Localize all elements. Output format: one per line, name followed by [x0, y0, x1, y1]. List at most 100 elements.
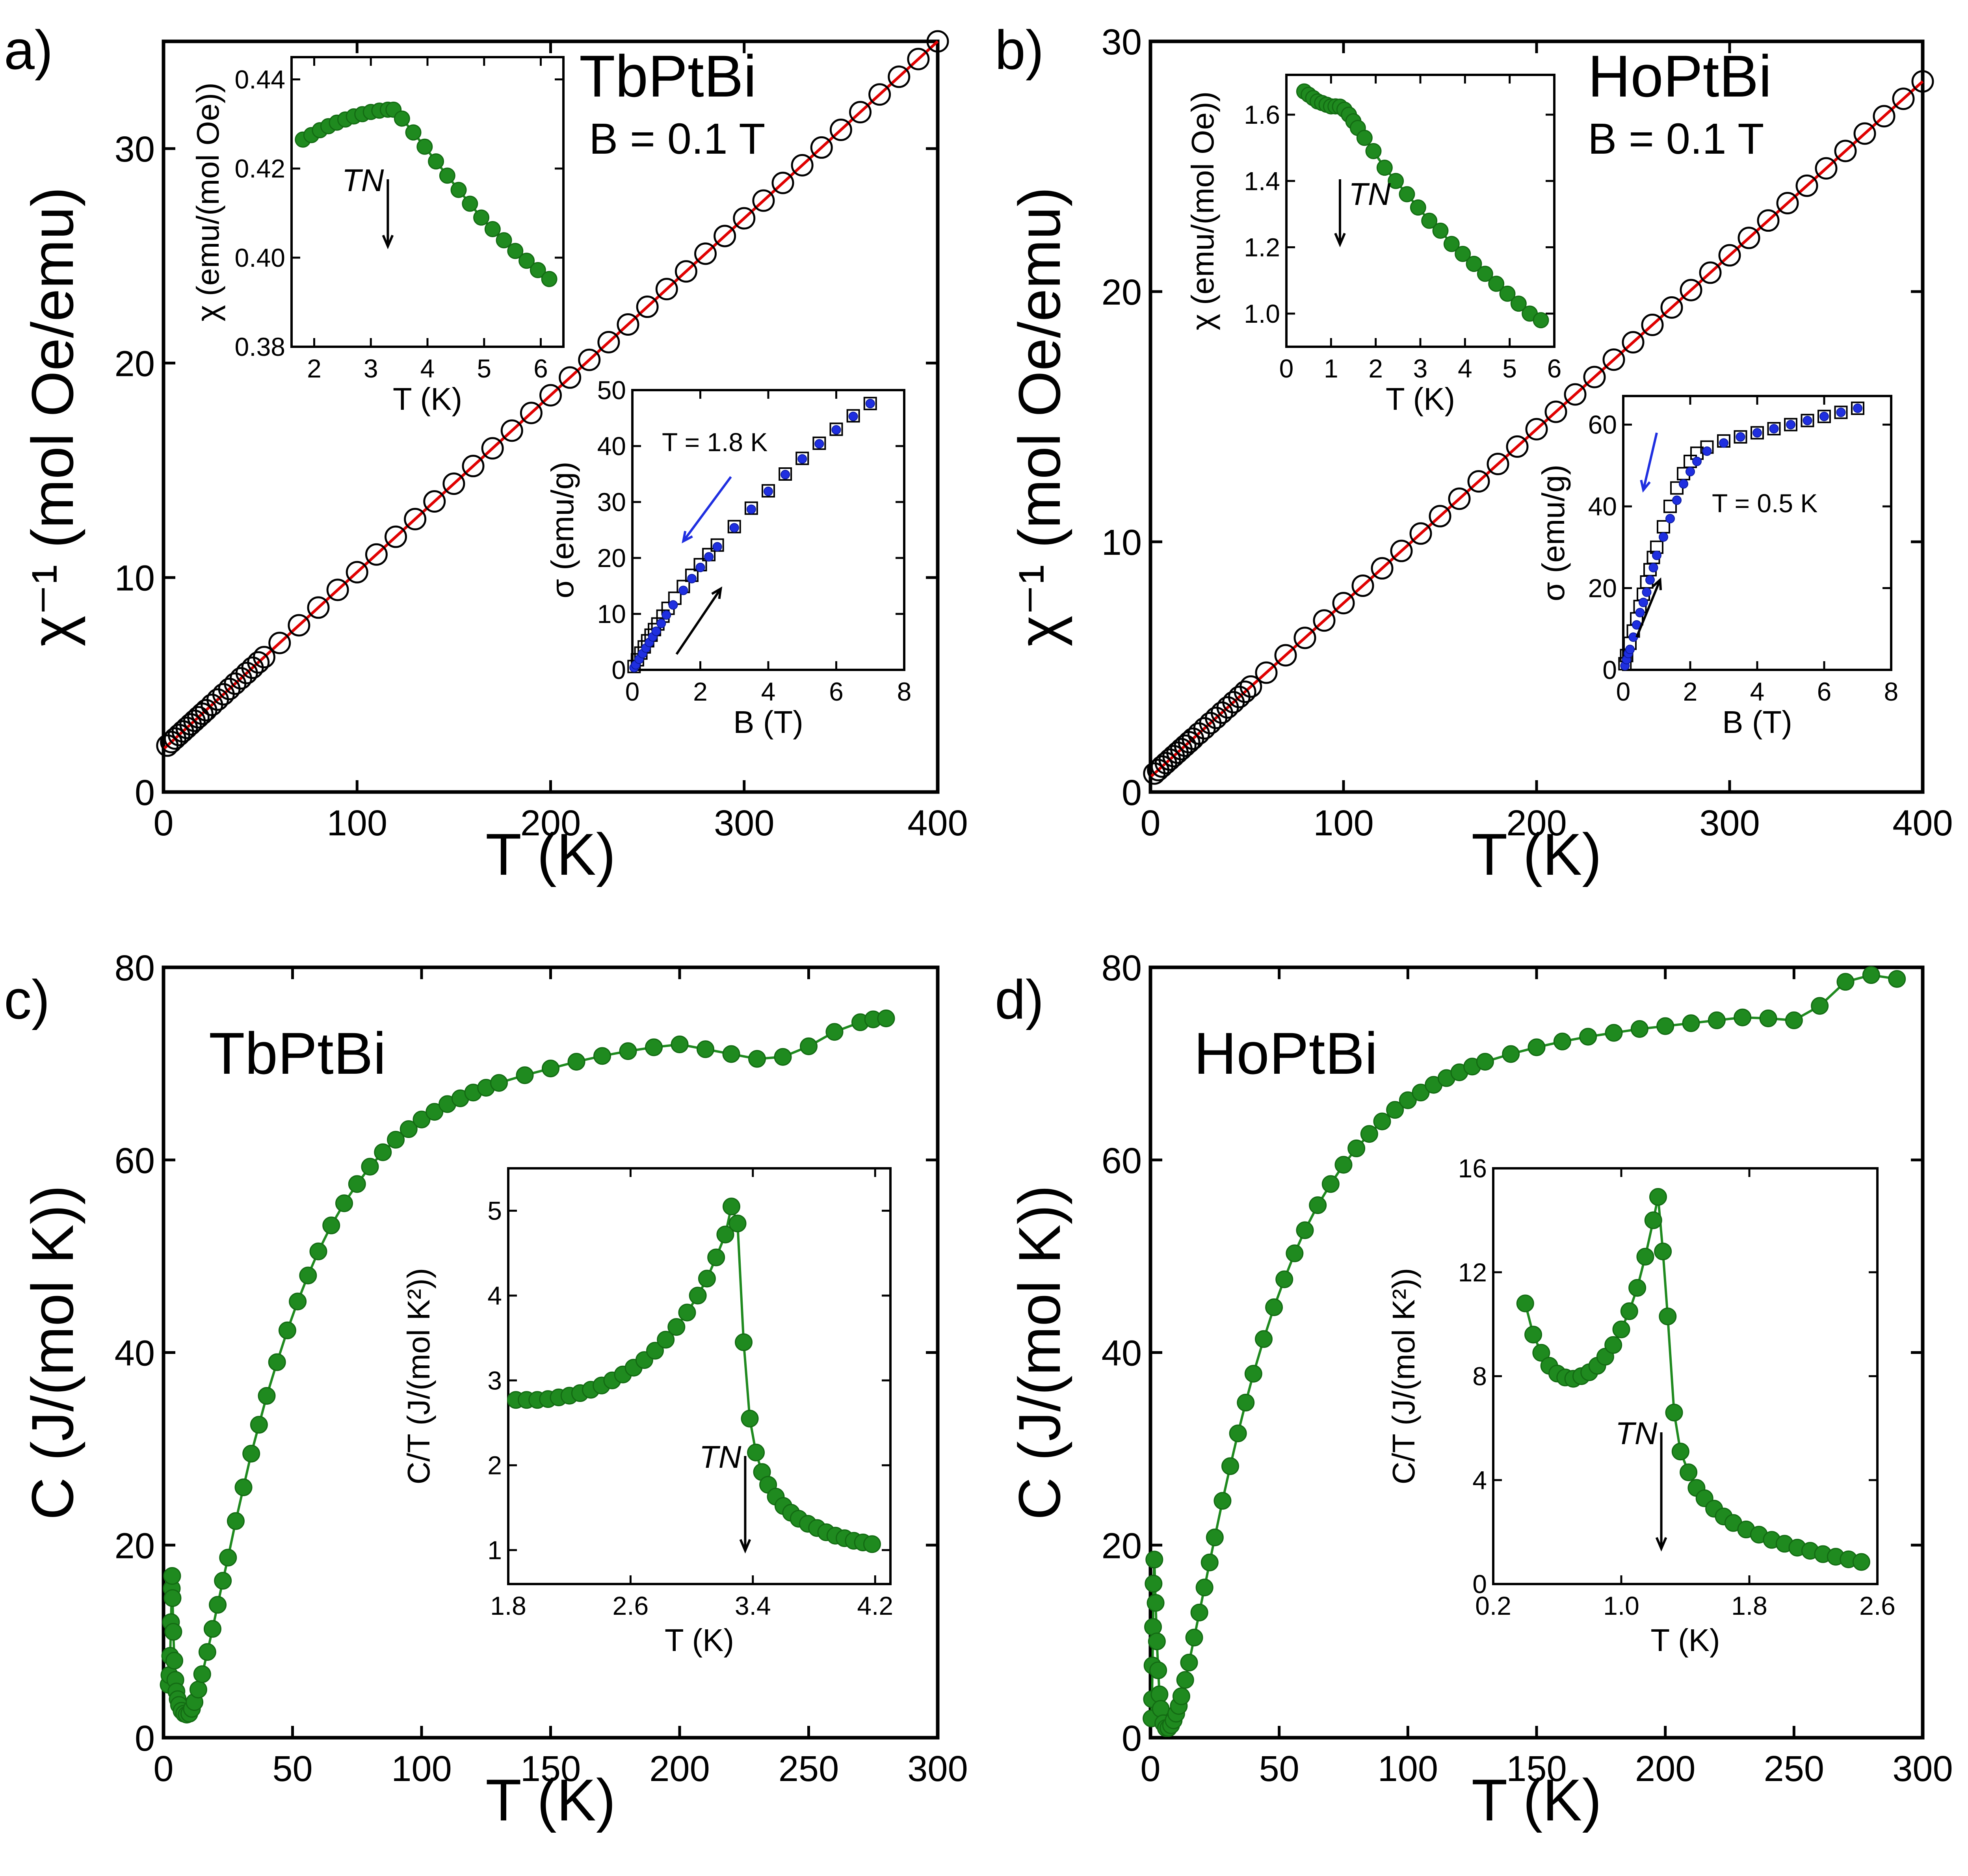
y-tick-label: 20: [1102, 1526, 1142, 1566]
data-point: [165, 1652, 184, 1670]
data-point: [1656, 1017, 1674, 1035]
data-point: [394, 110, 410, 127]
y-tick-label: 40: [1102, 1333, 1142, 1374]
data-point: [1296, 1221, 1314, 1239]
up-sweep-arrow-head: [1652, 577, 1662, 590]
y-axis-title: χ⁻¹ (mol Oe/emu): [19, 187, 85, 646]
data-point: [722, 1197, 740, 1216]
x-tick-label: 1: [1324, 354, 1338, 383]
data-point: [1332, 592, 1355, 615]
down-sweep-point: [1686, 467, 1695, 476]
y-tick-label: 2: [487, 1451, 502, 1480]
y-tick-label: 1.2: [1244, 233, 1280, 262]
up-sweep-point: [1784, 418, 1797, 431]
down-sweep-point: [1752, 428, 1762, 438]
x-axis-title: T (K): [665, 1623, 734, 1658]
inset-frame: [631, 389, 905, 671]
data-point: [1708, 1011, 1726, 1029]
data-point: [516, 1066, 534, 1084]
x-tick-label: 2: [693, 677, 708, 706]
down-sweep-arrow-head: [682, 531, 693, 543]
data-point: [1321, 1175, 1340, 1193]
y-tick-label: 12: [1458, 1258, 1487, 1287]
down-sweep-point: [1786, 420, 1795, 429]
data-point: [1275, 1270, 1293, 1288]
data-point: [258, 1387, 276, 1405]
x-tick-label: 200: [1506, 803, 1567, 843]
data-point: [1206, 1528, 1224, 1547]
down-sweep-point: [1645, 575, 1655, 585]
down-sweep-point: [1679, 479, 1688, 489]
y-tick-label: 20: [115, 344, 155, 384]
data-point: [1604, 1336, 1622, 1354]
data-point: [863, 1535, 881, 1553]
tn-label: TN: [699, 1439, 741, 1474]
up-sweep-point: [1734, 430, 1747, 444]
up-sweep-point: [1834, 405, 1848, 419]
down-sweep-point: [1628, 632, 1638, 642]
x-axis-title: T (K): [1650, 1623, 1720, 1658]
data-point: [774, 1048, 792, 1066]
x-axis-title: T (K): [393, 381, 462, 416]
down-sweep-point: [1652, 550, 1661, 560]
up-sweep-point: [1663, 500, 1677, 513]
field-label-b: B = 0.1 T: [1588, 115, 1764, 163]
data-point: [1195, 1579, 1214, 1597]
data-point: [426, 1103, 444, 1121]
data-point: [646, 1342, 664, 1360]
data-point: [1502, 1045, 1520, 1063]
down-sweep-point: [1648, 563, 1658, 573]
x-tick-label: 0: [153, 803, 173, 843]
y-tick-label: 0: [1472, 1569, 1487, 1599]
data-point: [645, 1038, 663, 1056]
data-point: [1145, 1575, 1163, 1593]
data-point: [1488, 275, 1505, 292]
x-tick-label: 150: [520, 1749, 581, 1789]
inset-frame: [507, 1167, 892, 1585]
data-point: [1718, 244, 1741, 267]
data-point: [1836, 973, 1855, 991]
down-sweep-point: [1639, 597, 1648, 607]
down-sweep-point: [668, 600, 678, 610]
x-tick-label: 100: [1378, 1749, 1438, 1789]
y-tick-label: 16: [1458, 1154, 1487, 1183]
temperature-annotation: T = 0.5 K: [1712, 489, 1817, 518]
data-point: [748, 1050, 766, 1068]
y-tick-label: 60: [115, 1141, 155, 1181]
data-point: [741, 1409, 759, 1428]
down-sweep-point: [1719, 438, 1728, 448]
up-sweep-point: [1751, 426, 1764, 440]
data-point: [1254, 1330, 1273, 1348]
data-point: [1274, 644, 1297, 667]
y-tick-label: 30: [597, 487, 626, 517]
tn-arrow-head: [382, 234, 394, 249]
x-tick-label: 300: [1699, 803, 1760, 843]
data-point: [1148, 1632, 1166, 1651]
down-sweep-point: [746, 504, 756, 514]
data-point: [849, 101, 872, 124]
x-tick-label: 4: [420, 354, 435, 383]
y-tick-label: 0: [1122, 773, 1142, 813]
compound-label-a: TbPtBi: [579, 43, 756, 109]
data-point: [1386, 1101, 1404, 1119]
data-point: [1654, 1242, 1672, 1261]
y-tick-label: 10: [115, 558, 155, 599]
x-tick-label: 250: [779, 1749, 839, 1789]
x-tick-label: 100: [391, 1749, 452, 1789]
y-axis-title: C (J/(mol K)): [1006, 1185, 1072, 1520]
x-tick-label: 3: [364, 354, 378, 383]
data-point: [405, 124, 422, 141]
down-sweep-point: [687, 574, 697, 584]
data-point: [1174, 734, 1197, 757]
data-point: [752, 189, 775, 212]
y-tick-label: 0: [1122, 1718, 1142, 1759]
data-point: [877, 1010, 895, 1028]
x-axis-title: T (K): [1386, 381, 1455, 416]
data-point: [507, 243, 524, 259]
data-point: [1665, 1404, 1683, 1422]
data-point: [907, 48, 930, 71]
x-tick-label: 6: [829, 677, 844, 706]
inset-frame: [290, 56, 565, 348]
data-point: [1360, 1125, 1378, 1143]
